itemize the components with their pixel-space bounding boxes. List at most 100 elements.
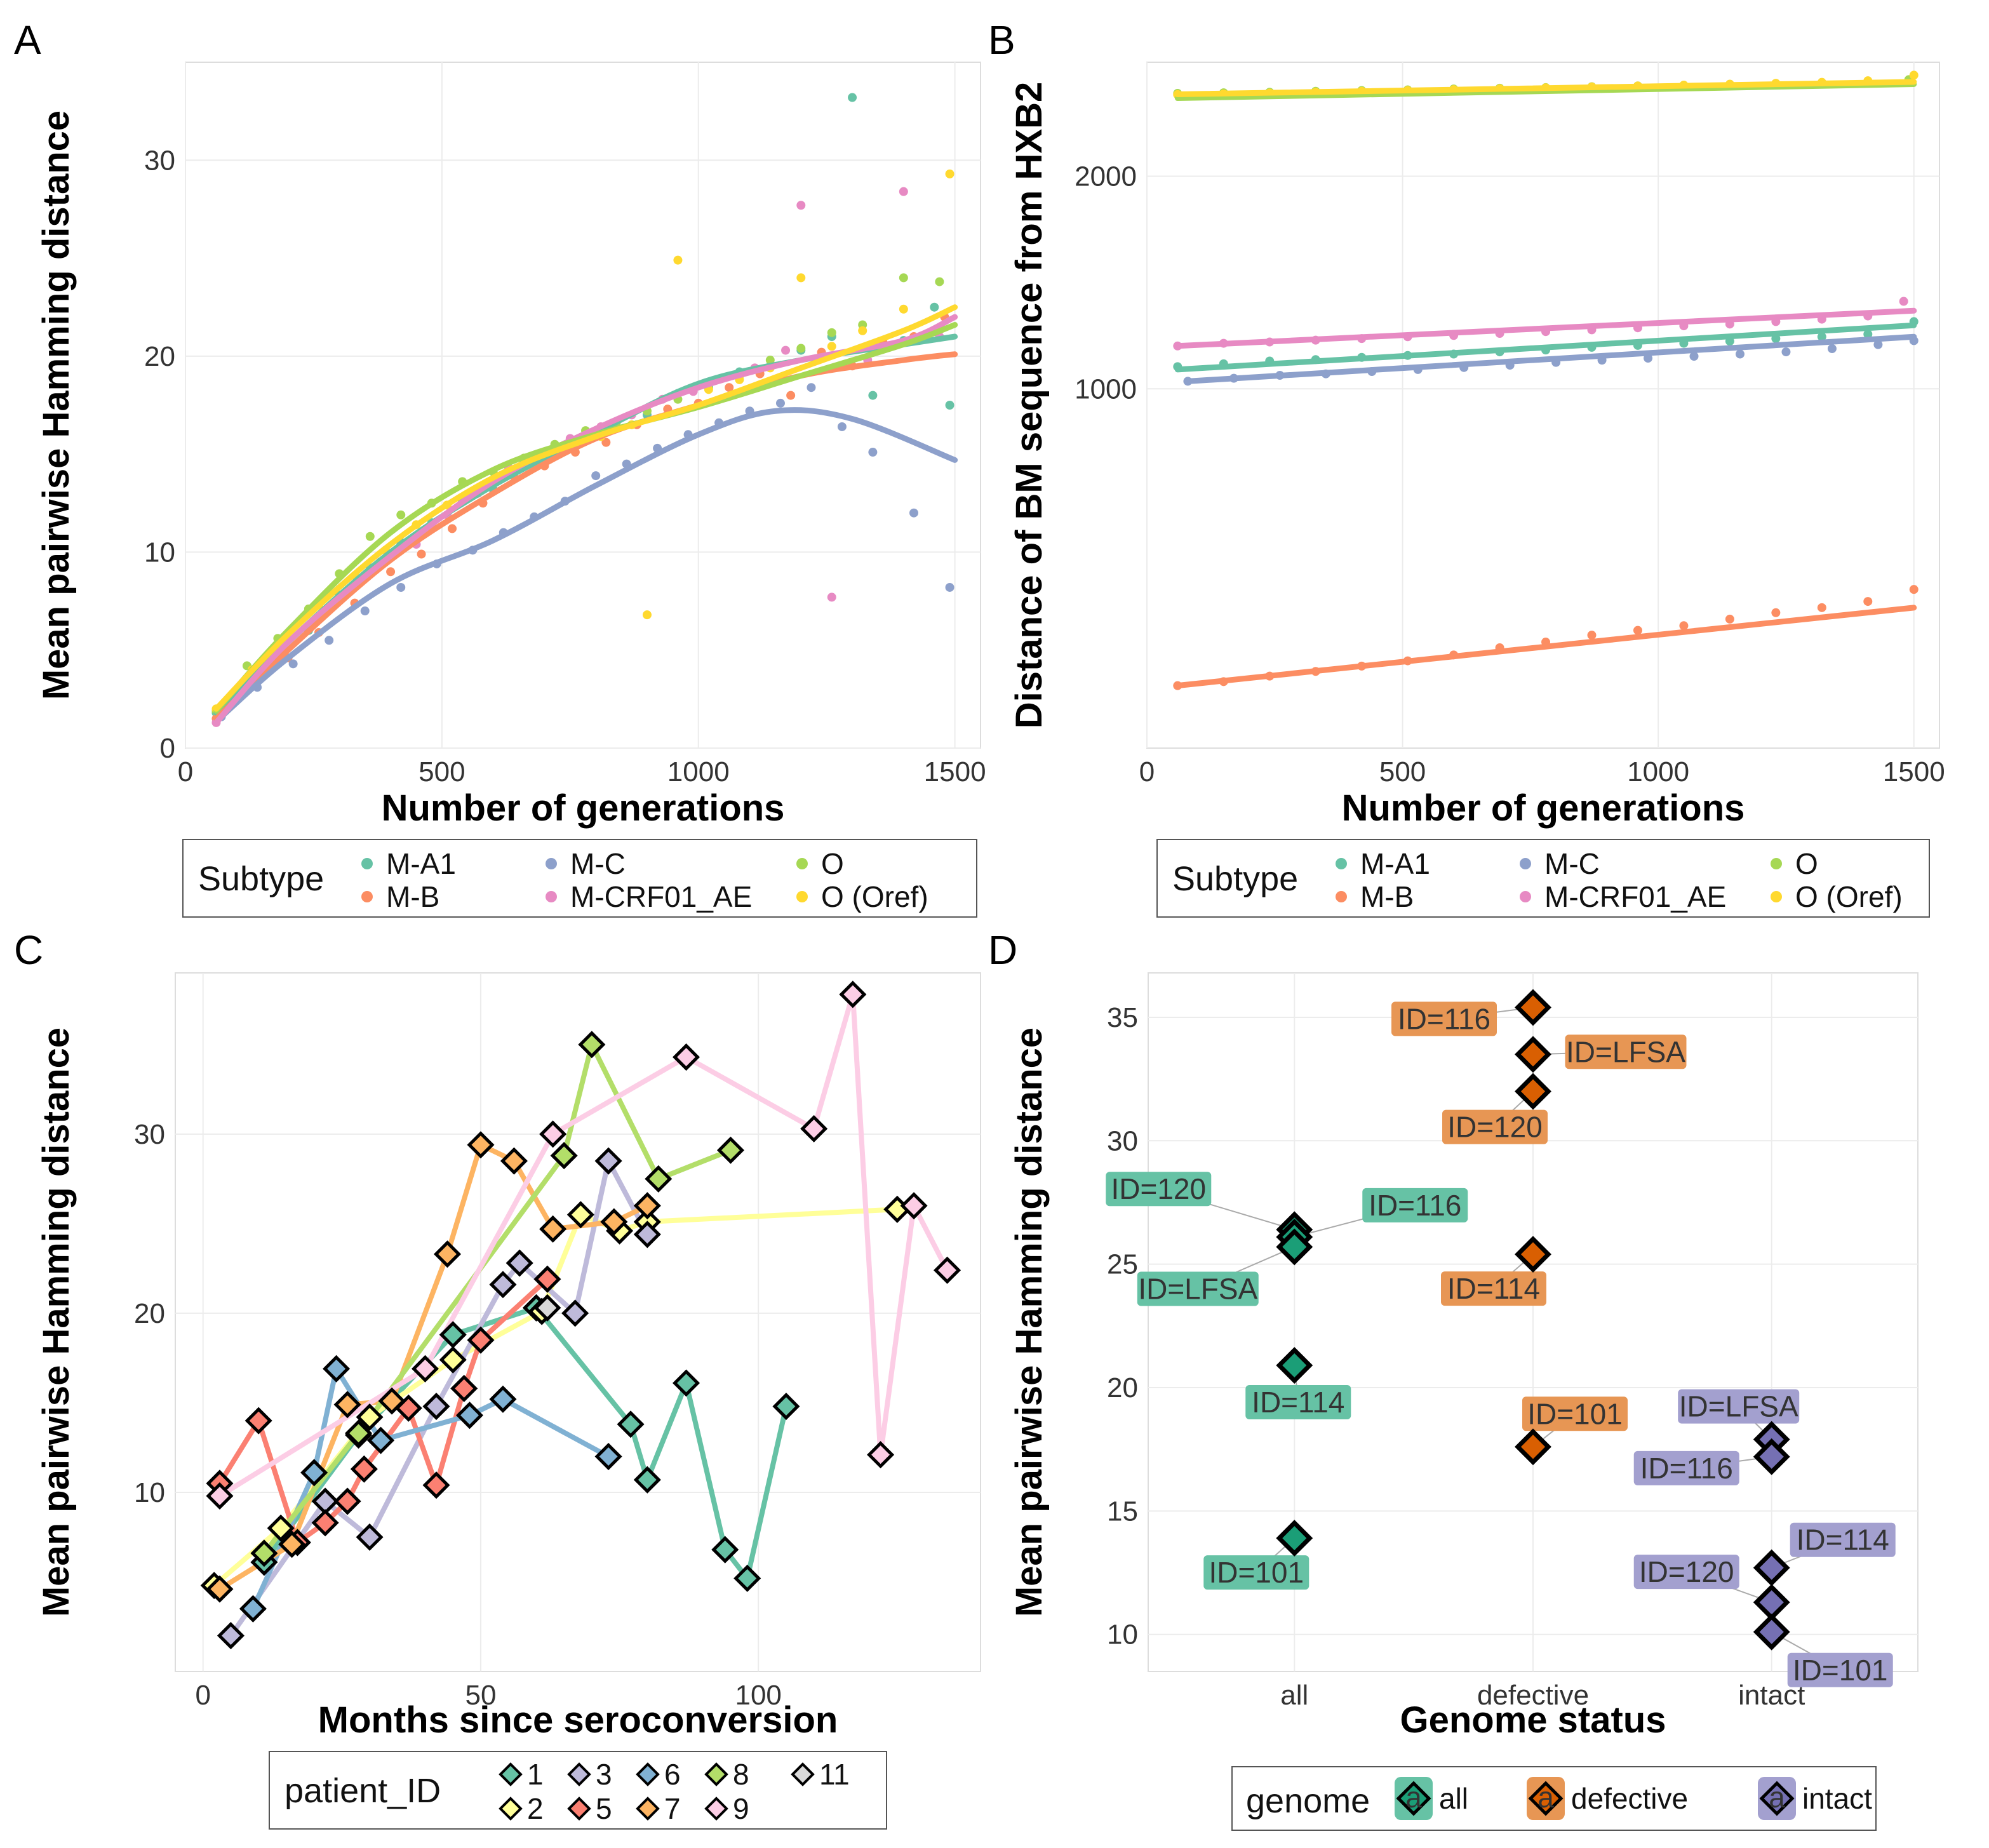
data-marker xyxy=(323,1355,351,1383)
x-tick-label: 0 xyxy=(195,1680,210,1711)
legend-label: 11 xyxy=(819,1758,850,1791)
legend-label: M-A1 xyxy=(1360,847,1430,880)
y-tick-label: 25 xyxy=(1107,1249,1138,1280)
y-tick-label: 20 xyxy=(134,1298,165,1329)
point-label: ID=114 xyxy=(1447,1272,1540,1305)
legend-key xyxy=(567,1762,591,1786)
data-marker xyxy=(345,1419,373,1447)
data-point xyxy=(448,524,457,533)
legend-label: intact xyxy=(1802,1782,1872,1815)
data-point xyxy=(1863,597,1873,606)
data-marker xyxy=(467,1131,495,1159)
point-label-box xyxy=(1633,1450,1739,1485)
data-point xyxy=(848,93,857,102)
legend-key xyxy=(1771,891,1782,902)
point-label-box xyxy=(1565,1034,1687,1069)
data-marker xyxy=(433,1240,462,1268)
smooth-line xyxy=(213,321,958,714)
data-point xyxy=(945,401,954,410)
point-label-box xyxy=(1633,1555,1739,1590)
point-label: ID=LFSA xyxy=(1566,1035,1685,1068)
legend-key xyxy=(796,891,808,902)
trend-line xyxy=(1184,333,1917,384)
data-marker xyxy=(439,1346,467,1374)
data-marker xyxy=(1515,1428,1551,1466)
legend-key xyxy=(636,1797,660,1821)
data-marker xyxy=(1515,1236,1551,1273)
legend-title: Subtype xyxy=(198,860,324,898)
data-marker xyxy=(566,1201,594,1229)
point-label: ID=LFSA xyxy=(1679,1390,1798,1423)
panel-a: 0 10 20 30 0 500 1000 1500 A Number of generation… xyxy=(14,17,986,918)
data-point xyxy=(1689,352,1699,361)
y-tick-label: 1000 xyxy=(1075,373,1137,405)
legend-key xyxy=(361,858,373,869)
data-marker xyxy=(772,1393,800,1421)
series-line xyxy=(262,1041,732,1555)
data-point xyxy=(827,593,836,602)
legend-label: 3 xyxy=(596,1758,612,1791)
y-tick-label: 0 xyxy=(160,733,175,764)
point-label-box xyxy=(1137,1271,1259,1306)
data-marker xyxy=(1515,1036,1551,1073)
y-tick-label: 20 xyxy=(1107,1372,1138,1403)
x-tick-label: 500 xyxy=(419,756,465,787)
data-marker xyxy=(1276,1520,1313,1557)
legend-key xyxy=(704,1797,728,1821)
legend-key xyxy=(546,858,557,869)
legend-label: M-C xyxy=(1544,847,1600,880)
data-point xyxy=(386,567,396,577)
y-tick-label: 30 xyxy=(144,145,175,176)
data-point xyxy=(837,422,847,431)
data-marker xyxy=(600,1208,628,1236)
data-point xyxy=(796,201,806,210)
legend-label: M-A1 xyxy=(386,847,456,880)
legend-label: M-CRF01_AE xyxy=(1544,880,1726,913)
legend-key xyxy=(791,1762,815,1786)
point-label: ID=120 xyxy=(1639,1555,1734,1588)
data-marker xyxy=(356,1403,384,1431)
data-point xyxy=(288,659,298,669)
legend-label: M-CRF01_AE xyxy=(570,880,752,913)
point-label-box xyxy=(1203,1555,1309,1590)
data-point xyxy=(945,169,954,178)
data-marker xyxy=(672,1043,700,1071)
data-marker xyxy=(206,1575,234,1603)
data-point xyxy=(601,438,611,447)
data-point xyxy=(1899,297,1908,306)
data-point xyxy=(796,273,806,283)
point-label-box xyxy=(1441,1271,1546,1306)
data-marker xyxy=(594,1443,622,1471)
legend-box xyxy=(182,839,977,918)
data-point xyxy=(1587,631,1597,640)
data-marker xyxy=(594,1147,622,1175)
point-label: ID=101 xyxy=(1527,1397,1623,1430)
point-label-box xyxy=(1245,1385,1351,1420)
point-label-box xyxy=(1362,1188,1468,1222)
data-marker xyxy=(378,1387,406,1415)
data-point xyxy=(827,342,836,351)
data-marker xyxy=(450,1374,478,1402)
legend-key xyxy=(499,1797,523,1821)
legend-label: 7 xyxy=(664,1792,681,1825)
data-marker xyxy=(1753,1613,1790,1650)
legend-key xyxy=(796,858,808,869)
data-point xyxy=(786,391,796,400)
panel-letter: B xyxy=(988,17,1015,63)
data-point xyxy=(1863,330,1873,339)
data-marker xyxy=(733,1564,761,1592)
data-point xyxy=(945,582,954,592)
data-point xyxy=(1827,344,1837,353)
y-tick-label: 10 xyxy=(144,537,175,568)
x-tick-label: 50 xyxy=(465,1680,496,1711)
y-tick-label: 10 xyxy=(1107,1619,1138,1650)
point-label: ID=114 xyxy=(1797,1523,1889,1557)
legend-key xyxy=(1520,858,1531,869)
x-axis-title: Number of generations xyxy=(382,787,785,829)
data-point xyxy=(868,448,878,457)
data-marker xyxy=(467,1326,495,1354)
panel-letter: D xyxy=(988,927,1017,973)
x-tick-label: all xyxy=(1280,1680,1308,1711)
data-marker xyxy=(839,981,867,1008)
data-point xyxy=(899,273,908,283)
